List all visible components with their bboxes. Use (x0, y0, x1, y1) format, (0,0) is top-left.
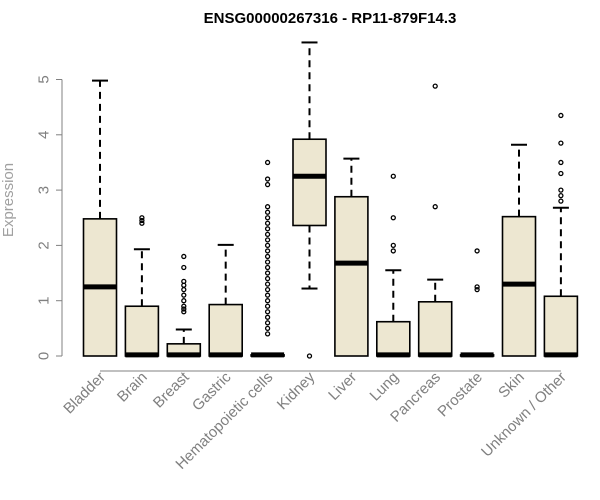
outlier-point (264, 159, 271, 166)
outlier-point (264, 281, 271, 287)
outlier-point (474, 286, 480, 293)
outlier-point (306, 353, 313, 359)
iqr-box (334, 195, 369, 357)
x-tick-label: Breast (150, 368, 193, 411)
y-axis-label: Expression (0, 163, 17, 237)
outlier-point (264, 176, 271, 182)
outlier-point (264, 264, 271, 271)
outlier-point (558, 198, 564, 204)
outlier-point (181, 264, 187, 271)
chart-title: ENSG00000267316 - RP11-879F14.3 (204, 10, 457, 27)
outlier-point (558, 112, 564, 119)
box-brain (124, 215, 160, 358)
x-tick-label: Skin (495, 369, 528, 402)
outlier-point (558, 159, 564, 166)
outlier-point (558, 170, 564, 177)
outlier-point (181, 309, 187, 315)
outlier-point (181, 292, 187, 298)
outlier-point (264, 209, 271, 215)
outlier-point (139, 220, 145, 226)
outlier-point (264, 292, 271, 298)
x-tick-label: Liver (325, 369, 360, 404)
outlier-point (558, 140, 564, 146)
outlier-point (264, 314, 271, 320)
outlier-point (181, 278, 187, 284)
outlier-point (264, 248, 271, 254)
outlier-point (181, 253, 187, 260)
outlier-point (264, 204, 271, 210)
y-tick-label: 4 (36, 131, 53, 139)
outlier-point (264, 181, 271, 188)
outlier-point (264, 220, 271, 226)
box-pancreas (417, 83, 453, 358)
y-tick-label: 0 (36, 352, 53, 360)
outlier-point (264, 303, 271, 309)
iqr-box (124, 305, 160, 357)
outlier-point (264, 226, 271, 232)
outlier-point (264, 325, 271, 332)
box-prostate (459, 248, 495, 358)
x-tick-label: Bladder (60, 369, 109, 418)
outlier-point (264, 275, 271, 282)
box-breast (166, 253, 202, 358)
iqr-box (208, 303, 243, 357)
outlier-point (264, 309, 271, 315)
box-hematopoietic-cells (250, 159, 285, 358)
outlier-point (264, 331, 271, 337)
outlier-point (264, 231, 271, 237)
y-tick-label: 2 (36, 241, 53, 249)
outlier-point (264, 259, 271, 265)
iqr-box (543, 295, 579, 357)
y-tick-label: 3 (36, 186, 53, 194)
outlier-point (264, 298, 271, 304)
x-tick-label: Kidney (274, 368, 319, 413)
outlier-point (139, 217, 145, 224)
x-tick-label: Prostate (434, 369, 486, 421)
outlier-point (264, 215, 271, 221)
iqr-box (417, 301, 453, 357)
outlier-point (264, 237, 271, 243)
box-unknown-other (543, 112, 579, 358)
outlier-point (390, 173, 396, 179)
outlier-point (390, 215, 396, 221)
outlier-point (558, 192, 564, 199)
box-skin (501, 143, 537, 357)
box-liver (334, 157, 369, 357)
outlier-point (432, 83, 438, 89)
outlier-point (181, 306, 187, 312)
x-tick-label: Lung (367, 369, 403, 405)
outlier-point (474, 284, 480, 290)
outlier-point (181, 298, 187, 304)
axes-group: 0 1 2 3 4 5 (36, 75, 561, 372)
box-bladder (82, 79, 118, 357)
y-tick-label: 1 (36, 297, 53, 305)
box-lung (375, 173, 411, 358)
iqr-box (292, 138, 327, 227)
outlier-point (432, 204, 438, 210)
outlier-point (390, 242, 396, 249)
outlier-point (264, 320, 271, 326)
outlier-point (264, 286, 271, 293)
y-tick-label: 5 (36, 75, 53, 83)
box-gastric (208, 243, 243, 358)
boxes-group (82, 41, 579, 359)
outlier-point (264, 270, 271, 276)
outlier-point (139, 215, 145, 221)
outlier-point (181, 303, 187, 309)
outlier-point (264, 242, 271, 249)
outlier-point (181, 286, 187, 293)
x-tick-label: Brain (114, 369, 151, 406)
box-kidney (292, 41, 327, 359)
outlier-point (474, 248, 480, 254)
outlier-point (264, 253, 271, 260)
outlier-point (558, 187, 564, 193)
iqr-box (375, 320, 411, 357)
outlier-point (390, 248, 396, 254)
